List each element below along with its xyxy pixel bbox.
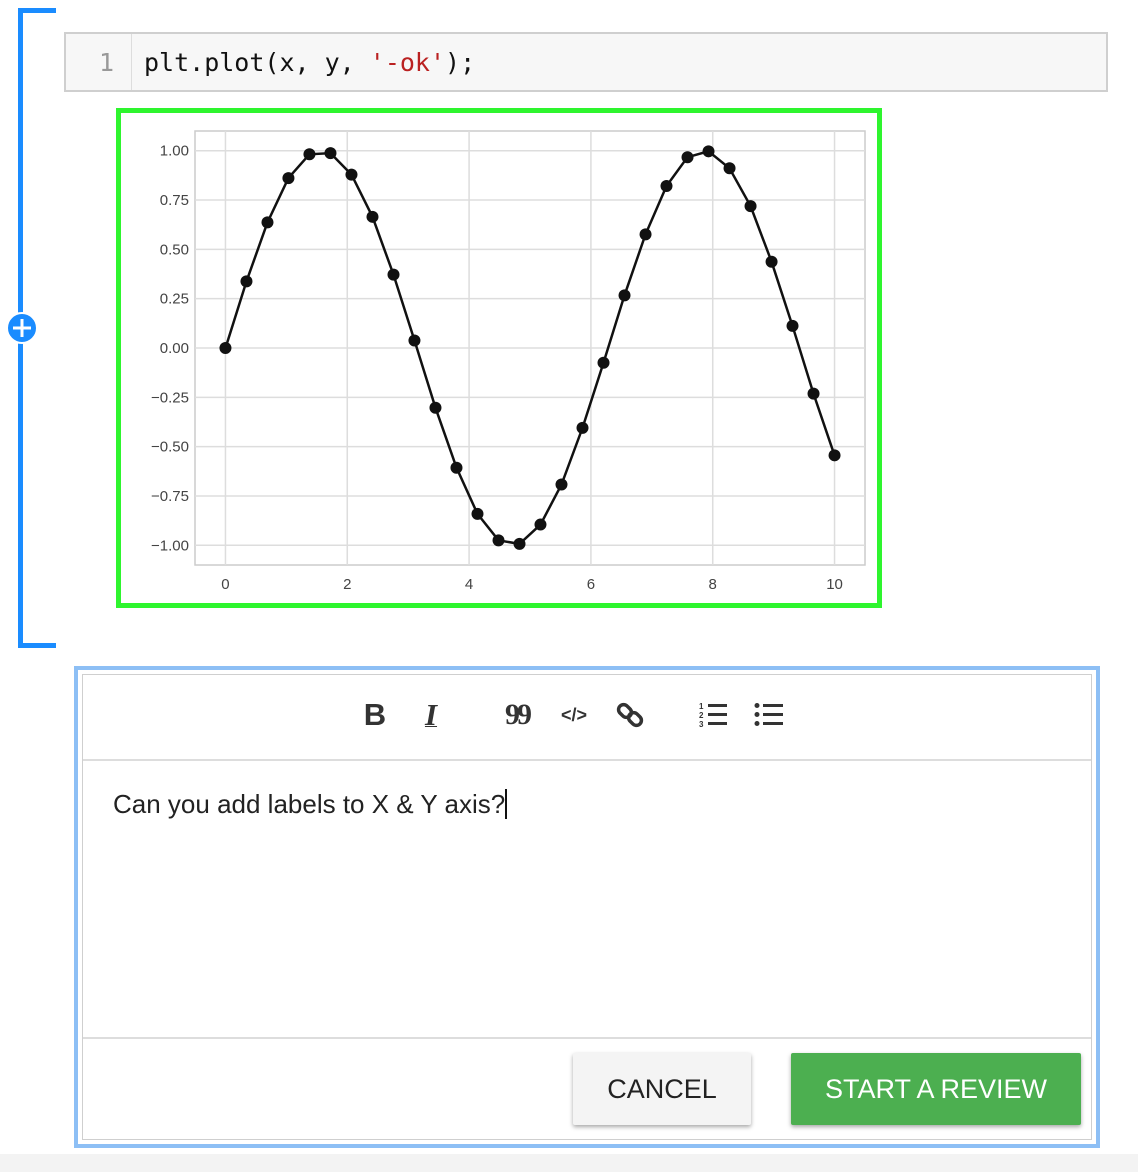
data-point xyxy=(366,210,379,223)
data-point xyxy=(786,319,799,332)
x-tick-label: 4 xyxy=(465,576,473,593)
quote-button[interactable]: 99 xyxy=(503,695,532,735)
data-point xyxy=(828,449,841,462)
code-icon: </> xyxy=(560,704,588,725)
data-point xyxy=(555,478,568,491)
y-tick-label: 0.50 xyxy=(160,241,189,258)
x-tick-label: 0 xyxy=(221,576,229,593)
data-point xyxy=(681,151,694,164)
data-point xyxy=(387,268,400,281)
y-tick-label: −0.75 xyxy=(151,488,189,505)
bullet-list-icon xyxy=(754,703,783,726)
add-cell-icon[interactable] xyxy=(6,312,38,344)
comment-textarea[interactable]: Can you add labels to X & Y axis? xyxy=(83,761,1091,1039)
line-chart: 0 2 4 6 8 10 1.00 0.75 0.50 0.25 0.00 −0.25 −0.50 −0.… xyxy=(151,130,866,593)
text-caret xyxy=(505,789,508,819)
cancel-button[interactable]: CANCEL xyxy=(573,1053,751,1125)
x-tick-label: 6 xyxy=(587,576,595,593)
link-icon xyxy=(616,702,644,728)
code-line[interactable]: plt.plot(x, y, '-ok'); xyxy=(132,48,475,77)
code-suffix: ); xyxy=(445,47,476,77)
line-number: 1 xyxy=(66,34,132,90)
bold-icon: B xyxy=(363,697,387,732)
data-point xyxy=(513,537,526,550)
data-point xyxy=(618,289,631,302)
quote-icon: 99 xyxy=(505,698,532,731)
page-bottom-strip xyxy=(0,1154,1138,1172)
data-point xyxy=(471,507,484,520)
italic-icon: I xyxy=(424,697,438,732)
data-point xyxy=(240,275,253,288)
data-point xyxy=(576,421,589,434)
bold-button[interactable]: B xyxy=(361,695,389,735)
data-point xyxy=(765,255,778,268)
numbered-list-icon: 123 xyxy=(699,702,727,729)
data-point xyxy=(723,162,736,175)
data-point xyxy=(408,334,421,347)
data-point xyxy=(807,387,820,400)
svg-text:3: 3 xyxy=(699,720,704,729)
bullet-list-button[interactable] xyxy=(753,695,785,735)
data-point xyxy=(324,147,337,160)
code-string: '-ok' xyxy=(369,47,446,77)
y-tick-label: 1.00 xyxy=(160,143,189,160)
data-point xyxy=(744,200,757,213)
y-tick-label: −0.25 xyxy=(151,389,189,406)
data-point xyxy=(639,228,652,241)
start-review-button[interactable]: START A REVIEW xyxy=(791,1053,1081,1125)
data-point xyxy=(261,216,274,229)
code-cell[interactable]: 1 plt.plot(x, y, '-ok'); xyxy=(64,32,1108,92)
y-tick-label: 0.75 xyxy=(160,192,189,209)
x-tick-label: 2 xyxy=(343,576,351,593)
data-point xyxy=(597,356,610,369)
italic-button[interactable]: I xyxy=(417,695,445,735)
x-tick-label: 10 xyxy=(826,576,843,593)
data-point xyxy=(702,145,715,158)
y-tick-label: −1.00 xyxy=(151,537,189,554)
comment-panel: B I 99 </> xyxy=(74,666,1100,1148)
data-point xyxy=(303,148,316,161)
y-tick-label: 0.25 xyxy=(160,291,189,308)
svg-text:1: 1 xyxy=(699,702,704,711)
chart-output: 0 2 4 6 8 10 1.00 0.75 0.50 0.25 0.00 −0.25 −0.50 −0.… xyxy=(116,108,882,608)
comment-text: Can you add labels to X & Y axis? xyxy=(113,789,506,819)
code-button[interactable]: </> xyxy=(557,695,591,735)
data-point xyxy=(219,342,232,354)
data-point xyxy=(345,168,358,181)
data-point xyxy=(660,180,673,193)
comment-editor-frame: B I 99 </> xyxy=(82,674,1092,1140)
data-point xyxy=(492,534,505,547)
data-point xyxy=(429,401,442,414)
data-point xyxy=(450,461,463,474)
x-tick-label: 8 xyxy=(709,576,717,593)
y-tick-label: 0.00 xyxy=(160,340,189,357)
code-prefix: plt.plot(x, y, xyxy=(144,47,370,77)
svg-text:2: 2 xyxy=(699,711,704,720)
data-point xyxy=(282,172,295,185)
y-tick-label: −0.50 xyxy=(151,439,189,456)
link-button[interactable] xyxy=(613,695,647,735)
data-point xyxy=(534,518,547,531)
formatting-toolbar: B I 99 </> xyxy=(83,675,1091,761)
